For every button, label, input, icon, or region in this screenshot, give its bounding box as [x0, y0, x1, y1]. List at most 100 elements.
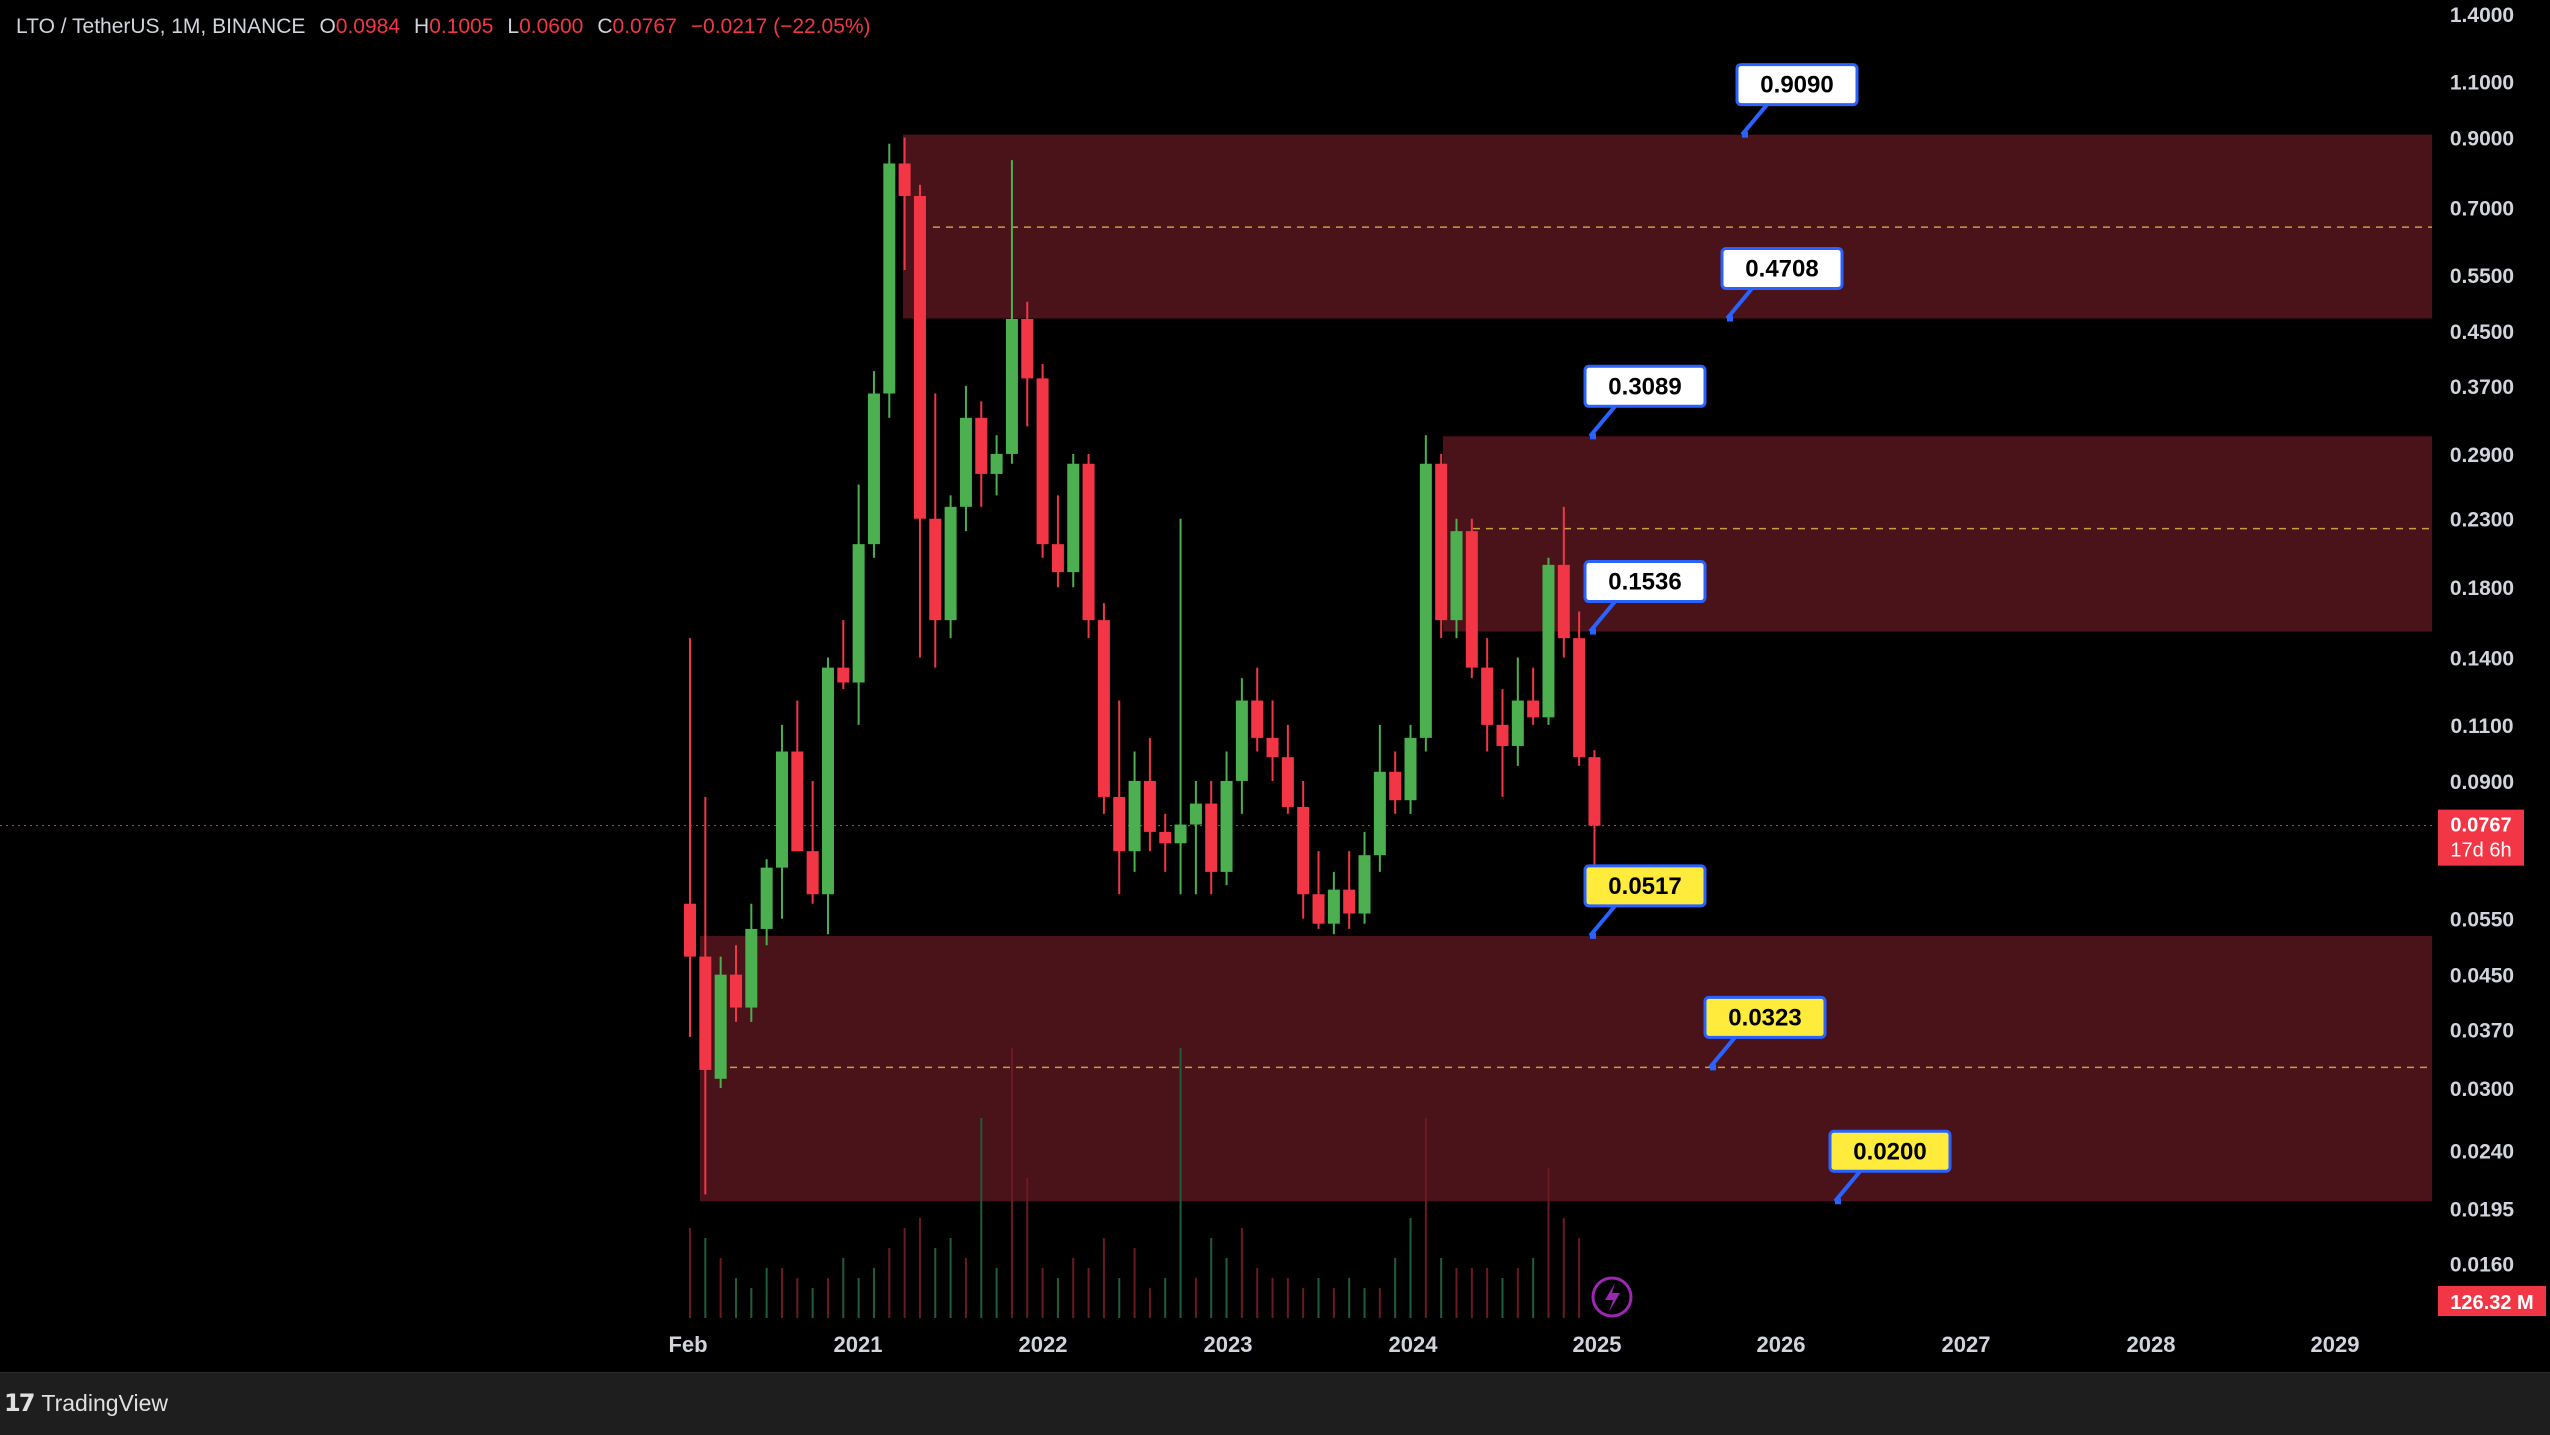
symbol-info-bar: LTO / TetherUS, 1M, BINANCE O 0.0984 H 0… [16, 12, 885, 42]
candle-body [1021, 319, 1034, 379]
x-axis-tick-label: Feb [668, 1332, 707, 1357]
candle [1143, 737, 1156, 852]
candle-body [1465, 531, 1478, 668]
level-pointer-tip [1835, 1198, 1841, 1205]
price-chart[interactable]: 0.9090 0.4708 0.3089 0.1536 0.0517 0.0323 0.02… [0, 0, 2550, 1372]
y-axis-tick-label: 1.1000 [2450, 71, 2514, 94]
candle-body [1312, 894, 1325, 924]
candle [1557, 506, 1570, 658]
y-axis-tick-label: 0.5500 [2450, 265, 2514, 288]
candle [1128, 751, 1141, 872]
x-axis-tick-label: 2025 [1573, 1332, 1622, 1357]
level-label-box [1583, 864, 1707, 908]
y-axis-tick-label: 0.0370 [2450, 1019, 2514, 1042]
candle-body [1251, 700, 1264, 738]
level-label-box [1583, 364, 1707, 408]
candle-body [699, 956, 712, 1070]
candle [806, 780, 819, 904]
candle [699, 796, 712, 1195]
y-axis-tick-label: 0.0195 [2450, 1198, 2515, 1221]
level-label-box [1720, 247, 1844, 291]
candle-body [1511, 700, 1524, 746]
level-pointer-tip [1710, 1064, 1716, 1071]
level-label-box [1735, 63, 1859, 107]
low-value: 0.0600 [519, 15, 584, 38]
volume-tag [2438, 1286, 2546, 1316]
close-value: 0.0767 [612, 15, 677, 38]
low-label: L [507, 15, 520, 38]
candle [1358, 831, 1371, 924]
candle-body [1573, 638, 1586, 758]
x-axis-tick-label: 2022 [1019, 1332, 1068, 1357]
change-value: −0.0217 (−22.05%) [690, 15, 871, 38]
candle [1235, 678, 1248, 814]
level-label-text: 0.3089 [1608, 373, 1681, 400]
candle [1174, 518, 1187, 895]
candle [929, 393, 942, 668]
candle [1542, 557, 1555, 725]
candle [1312, 851, 1325, 929]
candle-body [684, 903, 696, 957]
candle-body [1082, 463, 1095, 621]
level-pointer [1588, 600, 1617, 633]
y-axis-tick-label: 0.0160 [2450, 1254, 2514, 1277]
candle [1281, 724, 1294, 814]
level-pointer [1740, 103, 1769, 136]
lightning-icon-bolt [1605, 1283, 1620, 1312]
level-pointer [1588, 405, 1617, 438]
level-pointer [1708, 1036, 1737, 1069]
level-label-text: 0.0200 [1853, 1138, 1926, 1165]
candle [1435, 453, 1448, 639]
candle [821, 657, 834, 935]
symbol-name[interactable]: LTO / TetherUS, 1M, BINANCE [16, 15, 306, 38]
candle-body [806, 851, 819, 895]
y-axis-tick-label: 0.0900 [2450, 771, 2514, 794]
y-axis-tick-label: 0.9000 [2450, 127, 2514, 150]
candle-body [775, 751, 788, 868]
candle-body [1113, 796, 1126, 852]
candle-body [760, 867, 773, 929]
candle [684, 638, 696, 1038]
candle [1205, 780, 1218, 895]
candle-body [944, 506, 957, 621]
x-axis-tick-label: 2027 [1942, 1332, 1991, 1357]
candle-body [1358, 855, 1371, 914]
tradingview-logo-icon: 𝟭𝟳 [4, 1389, 35, 1417]
candle-body [1205, 803, 1218, 872]
candle-body [1404, 737, 1417, 801]
candle [990, 435, 1003, 496]
candle [837, 620, 850, 690]
candle-body [1159, 831, 1172, 844]
candle-body [837, 667, 850, 683]
candle-body [1128, 780, 1141, 852]
candle [1419, 435, 1432, 752]
candle [1189, 780, 1202, 895]
candle-body [729, 974, 742, 1008]
level-pointer-tip [1590, 433, 1596, 440]
y-axis-tick-label: 0.2900 [2450, 444, 2514, 467]
candle-body [883, 163, 896, 394]
candle [852, 484, 865, 725]
candle-body [1557, 564, 1570, 639]
tradingview-logo[interactable]: 𝟭𝟳 TradingView [4, 1388, 168, 1418]
x-axis-tick-label: 2028 [2127, 1332, 2176, 1357]
candle-body [1527, 700, 1540, 718]
x-axis-tick-label: 2026 [1757, 1332, 1806, 1357]
candle [1450, 518, 1463, 639]
candle-body [1036, 378, 1049, 545]
tradingview-brand: TradingView [41, 1389, 168, 1416]
level-label-text: 0.0517 [1608, 873, 1681, 900]
level-pointer-tip [1590, 628, 1596, 635]
y-axis-tick-label: 0.0550 [2450, 909, 2514, 932]
candle-body [1051, 544, 1064, 573]
candle [1465, 518, 1478, 679]
current-price-text: 0.0767 [2450, 815, 2511, 837]
x-axis-tick-label: 2024 [1389, 1332, 1439, 1357]
candle-body [1343, 889, 1356, 914]
candle [1097, 603, 1110, 814]
candle [913, 184, 926, 658]
candle-body [990, 453, 1003, 474]
lightning-icon[interactable] [1591, 1276, 1633, 1318]
candle-body [791, 751, 804, 852]
